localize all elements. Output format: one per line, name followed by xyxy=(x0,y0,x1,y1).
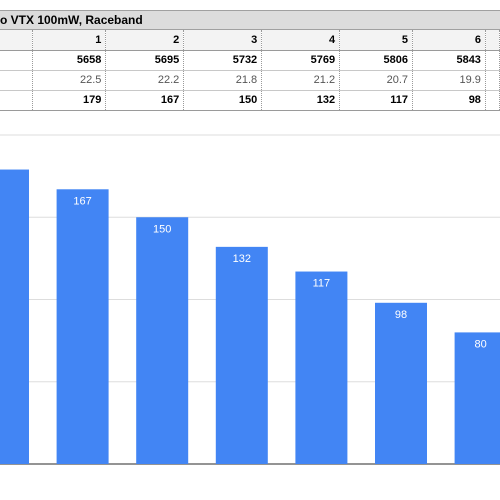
bar[interactable] xyxy=(215,246,268,464)
measurement-cell[interactable]: 20.7 xyxy=(339,70,414,91)
bar-data-label: 150 xyxy=(153,223,171,235)
bar-data-label: 132 xyxy=(233,253,251,265)
bar-data-label: 167 xyxy=(73,195,91,207)
channel-cell[interactable]: 5 xyxy=(339,30,414,51)
channel-cell[interactable]: 1 xyxy=(32,30,107,51)
frequency-cell[interactable]: 5806 xyxy=(339,50,414,71)
value-cell[interactable]: 132 xyxy=(261,90,341,111)
frequency-row: 5658 5695 5732 5769 5806 5843 xyxy=(0,50,500,71)
bar[interactable] xyxy=(454,332,500,464)
value-cell[interactable]: 179 xyxy=(32,90,107,111)
measurement-cell[interactable]: 21.2 xyxy=(261,70,341,91)
value-cell[interactable]: 98 xyxy=(412,90,486,111)
value-cell[interactable]: 167 xyxy=(105,90,185,111)
frequency-cell[interactable]: 5695 xyxy=(105,50,185,71)
bar-data-label: 98 xyxy=(395,309,407,321)
channel-cell[interactable]: 2 xyxy=(105,30,185,51)
bar[interactable] xyxy=(56,189,109,464)
empty-cell[interactable] xyxy=(485,70,500,91)
channel-cell[interactable]: 3 xyxy=(183,30,263,51)
value-row: 179 167 150 132 117 98 xyxy=(0,90,500,111)
empty-cell[interactable] xyxy=(485,30,500,51)
row-label-cell[interactable] xyxy=(0,70,34,91)
bar[interactable] xyxy=(375,302,427,464)
measurement-cell[interactable]: 22.2 xyxy=(105,70,185,91)
value-cell[interactable]: 117 xyxy=(339,90,414,111)
measurement-cell[interactable]: 21.8 xyxy=(183,70,263,91)
sheet-title: o VTX 100mW, Raceband xyxy=(0,13,143,27)
value-cell[interactable]: 150 xyxy=(183,90,263,111)
channel-cell[interactable]: 6 xyxy=(412,30,486,51)
frequency-cell[interactable]: 5769 xyxy=(261,50,341,71)
measurement-cell[interactable]: 19.9 xyxy=(412,70,486,91)
measurement-cell[interactable]: 22.5 xyxy=(32,70,107,91)
title-row[interactable]: o VTX 100mW, Raceband xyxy=(0,10,500,30)
bar[interactable] xyxy=(295,271,348,464)
bar-data-label: 80 xyxy=(474,338,486,350)
frequency-cell[interactable]: 5843 xyxy=(412,50,486,71)
row-label-cell[interactable] xyxy=(0,50,34,71)
row-label-cell[interactable] xyxy=(0,30,34,51)
measurement-row: 22.5 22.2 21.8 21.2 20.7 19.9 xyxy=(0,70,500,91)
empty-cell[interactable] xyxy=(485,50,500,71)
bar-chart-svg: 167 150 132 117 98 80 xyxy=(0,134,500,465)
frequency-cell[interactable]: 5732 xyxy=(183,50,263,71)
spreadsheet: o VTX 100mW, Raceband 1 2 3 4 5 6 5658 5… xyxy=(0,0,500,112)
bar[interactable] xyxy=(136,217,189,464)
channel-header-row: 1 2 3 4 5 6 xyxy=(0,30,500,51)
frequency-cell[interactable]: 5658 xyxy=(32,50,107,71)
channel-cell[interactable]: 4 xyxy=(261,30,341,51)
empty-cell[interactable] xyxy=(485,90,500,111)
bar-chart[interactable]: 167 150 132 117 98 80 xyxy=(0,112,500,500)
data-table: 1 2 3 4 5 6 5658 5695 5732 5769 5806 584… xyxy=(0,30,500,111)
bar[interactable] xyxy=(0,169,29,465)
bar-data-label: 117 xyxy=(313,278,331,290)
row-label-cell[interactable] xyxy=(0,90,34,111)
